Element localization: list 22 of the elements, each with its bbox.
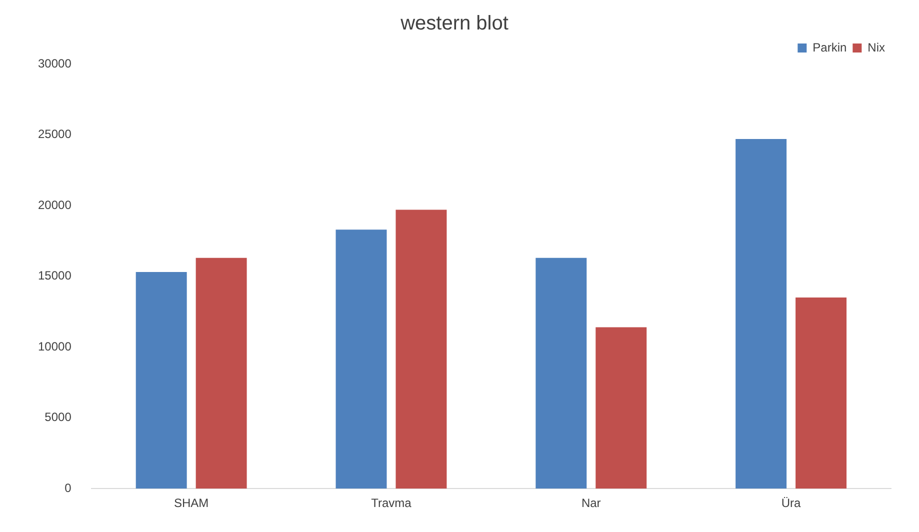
y-tick-label: 15000 — [38, 268, 72, 283]
y-tick-label: 10000 — [38, 339, 72, 354]
bar — [796, 298, 847, 489]
y-tick-label: 20000 — [38, 198, 72, 212]
y-tick-label: 0 — [64, 480, 72, 495]
legend-label: Nix — [868, 40, 886, 54]
bar — [196, 258, 247, 489]
bar — [736, 139, 787, 489]
bar — [536, 258, 587, 489]
x-tick-label: Üra — [781, 496, 802, 510]
y-tick-label: 25000 — [38, 127, 72, 142]
bar — [396, 210, 447, 489]
y-tick-label: 5000 — [44, 410, 72, 424]
x-tick-label: Travma — [371, 496, 412, 510]
bar — [336, 230, 387, 489]
x-tick-label: Nar — [581, 496, 601, 510]
bar — [136, 272, 187, 489]
chart-title: western blot — [400, 12, 509, 35]
x-tick-label: SHAM — [174, 496, 209, 510]
bar — [596, 327, 647, 489]
y-tick-label: 30000 — [38, 56, 72, 70]
legend-label: Parkin — [812, 40, 847, 54]
